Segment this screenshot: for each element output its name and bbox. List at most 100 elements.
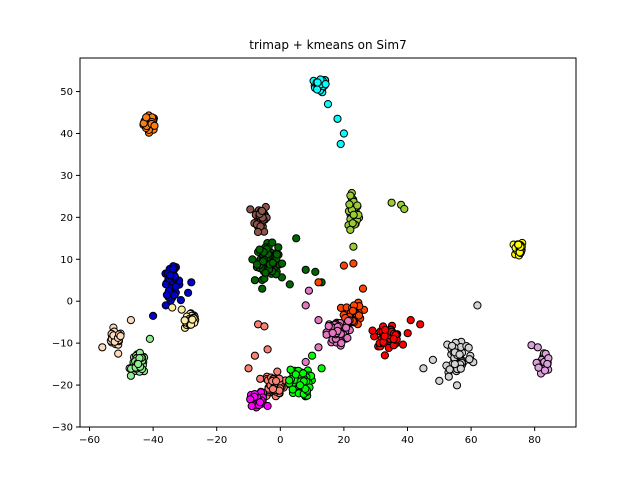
data-point [444, 372, 453, 381]
data-point [337, 339, 346, 348]
data-point [339, 129, 348, 138]
data-point [296, 381, 305, 390]
data-point [126, 371, 135, 380]
data-point [250, 276, 259, 285]
cluster-6 [149, 262, 196, 320]
data-point [285, 376, 294, 385]
data-point [246, 395, 255, 404]
data-point [381, 325, 390, 334]
data-point [452, 381, 462, 390]
cluster-4 [246, 202, 271, 237]
cluster-13 [419, 301, 482, 390]
data-point [403, 329, 412, 338]
data-point [368, 326, 377, 335]
data-point [261, 268, 270, 277]
data-point [260, 322, 269, 331]
y-tick-label: −20 [52, 381, 73, 392]
data-point [291, 370, 300, 379]
x-tick-label: −40 [143, 435, 164, 446]
data-point [258, 284, 267, 293]
data-point [268, 258, 277, 267]
plot-frame [79, 57, 577, 428]
x-tick-label: 40 [401, 435, 414, 446]
data-point [345, 200, 354, 209]
data-point [308, 351, 317, 360]
data-point [380, 351, 389, 360]
data-point [177, 305, 186, 314]
y-tick-label: −30 [52, 423, 73, 434]
data-point [180, 316, 189, 325]
data-point [344, 316, 353, 326]
data-point [533, 343, 542, 352]
data-point [428, 355, 437, 364]
cluster-8 [98, 316, 135, 358]
data-point [301, 301, 310, 310]
data-point [342, 323, 351, 332]
data-point [274, 243, 283, 252]
data-point [314, 316, 323, 325]
data-point [349, 210, 358, 219]
data-point [286, 365, 295, 374]
data-point [354, 311, 364, 320]
cluster-16 [285, 351, 326, 401]
data-point [288, 385, 297, 394]
data-point [168, 303, 177, 312]
data-point [162, 290, 171, 299]
data-point [187, 278, 196, 287]
data-point [455, 350, 464, 359]
cluster-7 [168, 303, 200, 332]
data-point [126, 316, 135, 325]
cluster-3 [509, 238, 527, 260]
data-point [348, 219, 357, 228]
points-layer [98, 75, 553, 412]
data-point [247, 401, 256, 411]
data-point [464, 343, 473, 352]
data-point [272, 250, 281, 259]
data-point [336, 139, 345, 149]
data-point [406, 316, 415, 325]
data-point [256, 398, 265, 407]
data-point [256, 374, 265, 383]
data-point [263, 401, 272, 411]
data-point [313, 85, 322, 94]
data-point [250, 351, 259, 360]
data-point [253, 227, 263, 237]
data-point [176, 296, 185, 305]
data-point [328, 328, 337, 338]
y-tick-label: 30 [60, 171, 73, 182]
chart-title: trimap + kmeans on Sim7 [249, 38, 406, 52]
data-point [323, 100, 333, 109]
cluster-2 [344, 188, 409, 251]
y-tick-label: 50 [60, 87, 73, 98]
data-point [149, 311, 158, 320]
data-point [150, 121, 159, 130]
data-point [349, 259, 358, 268]
data-point [540, 366, 550, 375]
data-point [257, 206, 267, 215]
data-point [188, 315, 197, 324]
data-point [268, 238, 277, 247]
x-tick-label: 60 [465, 435, 478, 446]
data-point [98, 343, 107, 352]
data-point [142, 113, 151, 122]
data-point [299, 369, 308, 378]
data-point [353, 201, 362, 210]
data-point [166, 271, 175, 280]
x-tick-label: 80 [528, 435, 541, 446]
data-point [387, 198, 396, 207]
data-point [278, 259, 287, 268]
cluster-17 [246, 388, 272, 412]
data-point [314, 343, 323, 352]
data-point [450, 360, 459, 369]
data-point [398, 340, 408, 349]
data-point [314, 278, 323, 287]
data-point [301, 265, 310, 274]
data-point [456, 364, 465, 373]
data-point [324, 322, 333, 331]
y-tick-label: 10 [60, 255, 73, 266]
data-point [317, 364, 326, 373]
data-point [246, 205, 255, 214]
x-tick-label: −60 [79, 435, 100, 446]
